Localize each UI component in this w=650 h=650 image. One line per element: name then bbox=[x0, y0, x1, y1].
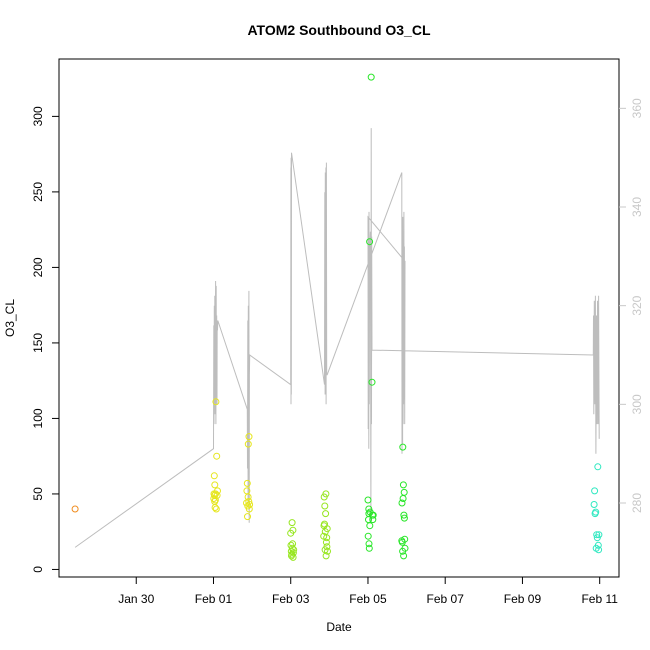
data-point bbox=[213, 491, 221, 499]
data-point bbox=[212, 505, 220, 513]
y-tick-label: 300 bbox=[31, 106, 45, 126]
data-point bbox=[366, 238, 374, 246]
data-point bbox=[289, 526, 297, 534]
x-axis: Jan 30 Feb 01 Feb 03 Feb 05 Feb 07 Feb 09 Feb … bbox=[118, 576, 618, 606]
data-point bbox=[244, 440, 252, 448]
data-point bbox=[398, 499, 406, 507]
data-point bbox=[399, 481, 407, 489]
data-point bbox=[401, 535, 409, 543]
data-point bbox=[591, 487, 599, 495]
x-tick-label: Feb 07 bbox=[427, 592, 465, 606]
data-point bbox=[211, 498, 219, 505]
data-point bbox=[590, 501, 598, 508]
data-point bbox=[399, 443, 407, 451]
x-tick-label: Feb 11 bbox=[581, 592, 618, 606]
data-point bbox=[400, 514, 408, 522]
data-point bbox=[323, 534, 331, 542]
data-point bbox=[369, 511, 377, 519]
data-point bbox=[595, 531, 603, 539]
data-point bbox=[400, 511, 408, 519]
data-point bbox=[595, 546, 603, 554]
data-point bbox=[322, 552, 330, 560]
y-tick-label: 0 bbox=[31, 566, 45, 573]
data-point bbox=[322, 538, 330, 546]
data-point bbox=[289, 540, 297, 548]
y-tick-label: 250 bbox=[31, 182, 45, 202]
data-point bbox=[244, 513, 251, 521]
data-point bbox=[322, 510, 330, 518]
y2-tick-label: 280 bbox=[630, 493, 644, 513]
data-point bbox=[245, 505, 253, 513]
y2-tick-label: 300 bbox=[630, 394, 644, 414]
data-point bbox=[365, 540, 373, 548]
data-point bbox=[401, 544, 409, 552]
y2-tick-label: 320 bbox=[630, 295, 644, 315]
data-point bbox=[289, 549, 297, 557]
x-tick-label: Feb 05 bbox=[349, 592, 387, 606]
data-point bbox=[211, 481, 219, 489]
data-point bbox=[365, 544, 373, 552]
data-point bbox=[364, 496, 372, 504]
y2-axis: 280 300 320 340 360 bbox=[619, 98, 644, 513]
data-point bbox=[210, 472, 218, 480]
data-point bbox=[245, 433, 253, 441]
data-point bbox=[592, 508, 600, 516]
data-point bbox=[594, 541, 602, 549]
points-layer bbox=[71, 73, 603, 561]
data-point bbox=[322, 490, 330, 498]
y-tick-label: 50 bbox=[31, 487, 45, 501]
data-point bbox=[245, 498, 253, 505]
trace-layer bbox=[74, 128, 600, 548]
data-point bbox=[323, 525, 331, 533]
x-tick-label: Feb 03 bbox=[272, 592, 310, 606]
data-point bbox=[365, 505, 373, 513]
data-point bbox=[214, 487, 221, 495]
data-point bbox=[213, 452, 221, 460]
y-tick-label: 200 bbox=[31, 257, 45, 277]
y-axis-label: O3_CL bbox=[3, 299, 17, 337]
data-point bbox=[366, 522, 374, 530]
data-point bbox=[290, 546, 298, 554]
x-tick-label: Feb 09 bbox=[504, 592, 542, 606]
data-point bbox=[288, 544, 296, 552]
data-point bbox=[212, 398, 220, 406]
data-point bbox=[367, 73, 375, 81]
data-point bbox=[594, 463, 602, 471]
data-point bbox=[364, 532, 372, 540]
y2-tick-label: 340 bbox=[630, 197, 644, 217]
x-tick-label: Jan 30 bbox=[118, 592, 154, 606]
y-axis: 0 50 100 150 200 250 300 bbox=[31, 106, 59, 573]
data-point bbox=[243, 479, 251, 487]
y-tick-label: 100 bbox=[31, 408, 45, 428]
data-point bbox=[288, 519, 296, 527]
data-point bbox=[71, 505, 79, 513]
y2-tick-label: 360 bbox=[630, 98, 644, 118]
x-tick-label: Feb 01 bbox=[195, 592, 233, 606]
data-point bbox=[400, 488, 408, 496]
y-tick-label: 150 bbox=[31, 333, 45, 353]
data-point bbox=[400, 552, 408, 560]
data-point bbox=[323, 543, 331, 551]
trace-line bbox=[74, 128, 600, 548]
data-point bbox=[244, 493, 252, 501]
data-point bbox=[368, 378, 376, 386]
data-point bbox=[593, 531, 601, 539]
data-point bbox=[369, 516, 377, 524]
data-point bbox=[321, 502, 329, 510]
data-point bbox=[289, 553, 297, 561]
chart-title: ATOM2 Southbound O3_CL bbox=[247, 22, 430, 38]
data-point bbox=[246, 501, 254, 508]
data-point bbox=[365, 510, 373, 518]
data-point bbox=[324, 547, 331, 555]
x-axis-label: Date bbox=[326, 620, 352, 634]
